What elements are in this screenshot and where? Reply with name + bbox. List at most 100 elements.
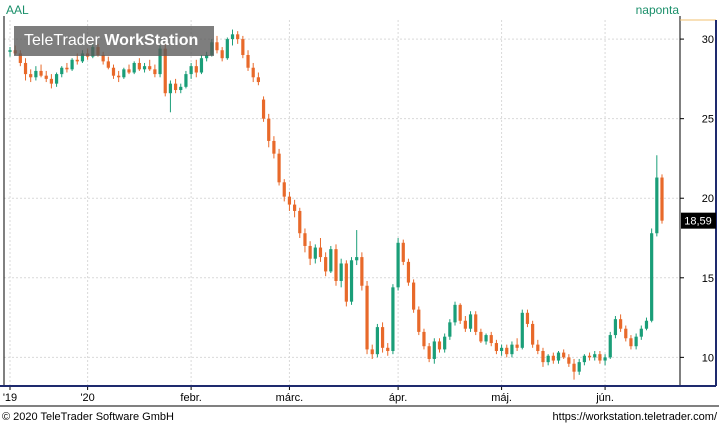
candle-body — [531, 323, 535, 345]
candle-body — [318, 247, 323, 258]
candle-body — [660, 177, 664, 221]
y-tick-label: 30 — [702, 34, 714, 46]
x-tick-label: ápr. — [389, 392, 407, 404]
candle-body — [179, 86, 183, 91]
candle-body — [551, 355, 555, 361]
candle-body — [220, 50, 224, 59]
candle-body — [194, 66, 198, 73]
candle-body — [593, 354, 597, 358]
candle-body — [236, 34, 240, 40]
last-price-label: 18,59 — [684, 216, 712, 228]
candle-body — [375, 327, 380, 355]
candle-body — [360, 257, 364, 286]
candle-body — [417, 309, 421, 332]
axes — [0, 16, 719, 407]
candle-body — [650, 233, 654, 321]
candle-body — [629, 338, 633, 347]
candle-body — [525, 312, 530, 324]
candle-body — [246, 55, 250, 68]
candle-body — [241, 39, 245, 56]
candle-body — [401, 242, 405, 262]
candle-body — [49, 78, 54, 84]
candle-body — [505, 347, 509, 355]
candle-body — [365, 285, 369, 350]
candle-body — [655, 177, 659, 234]
candle-body — [639, 328, 643, 337]
candles — [8, 29, 664, 380]
candle-body — [437, 341, 442, 350]
axis-labels: 10 15 20 25 30 '19 '20 febr. márc. ápr. máj. jún. 18… — [3, 34, 716, 404]
candle-body — [308, 245, 312, 259]
candle-body — [132, 62, 136, 73]
candle-body — [396, 242, 400, 288]
symbol-label[interactable]: AAL — [6, 3, 29, 17]
candle-body — [582, 355, 586, 363]
candle-body — [267, 118, 271, 141]
candle-body — [137, 62, 141, 70]
candle-body — [148, 66, 152, 70]
candle-body — [603, 357, 607, 361]
candle-body — [541, 350, 545, 363]
candle-body — [261, 99, 266, 119]
watermark-logo: TeleTrader WorkStation — [14, 26, 214, 56]
candle-body — [80, 53, 85, 62]
y-tick-label: 20 — [702, 193, 714, 205]
candle-body — [422, 331, 426, 347]
interval-label[interactable]: naponta — [635, 3, 679, 17]
candle-body — [562, 352, 566, 358]
candle-body — [572, 363, 576, 372]
candle-body — [458, 304, 462, 321]
x-tick-label: '19 — [3, 392, 17, 404]
candle-body — [624, 328, 628, 339]
candle-body — [349, 260, 354, 302]
candle-body — [168, 83, 173, 94]
candle-body — [344, 263, 348, 302]
x-tick-label: febr. — [180, 392, 201, 404]
candle-body — [598, 354, 602, 361]
y-tick-label: 25 — [702, 114, 714, 126]
candle-body — [70, 59, 74, 70]
x-tick-label: márc. — [276, 392, 304, 404]
candle-body — [65, 67, 69, 70]
candle-body — [277, 153, 281, 183]
candle-body — [287, 196, 292, 205]
candle-body — [153, 69, 157, 75]
candle-body — [494, 343, 499, 351]
candle-body — [298, 210, 302, 234]
candle-body — [644, 320, 649, 329]
candle-body — [303, 233, 307, 246]
candle-body — [380, 327, 385, 348]
candle-body — [634, 336, 638, 347]
x-tick-label: '20 — [80, 392, 94, 404]
candle-body — [334, 249, 338, 281]
candle-body — [158, 48, 162, 75]
candle-body — [510, 344, 514, 355]
candle-body — [122, 69, 126, 78]
candle-body — [29, 74, 33, 78]
candle-body — [251, 67, 255, 78]
candle-body — [117, 75, 121, 78]
candle-body — [60, 67, 64, 75]
candle-body — [370, 349, 374, 355]
candle-body — [142, 66, 147, 70]
y-tick-label: 10 — [702, 352, 714, 364]
candle-body — [111, 67, 116, 76]
candle-body — [189, 66, 193, 75]
candle-body — [184, 74, 188, 87]
y-tick-label: 15 — [702, 273, 714, 285]
last-price-tag — [681, 212, 716, 229]
candle-body — [608, 335, 612, 358]
candle-body — [484, 335, 488, 342]
candle-body — [230, 34, 235, 40]
candle-body — [272, 140, 276, 154]
source-url-link[interactable]: https://workstation.teletrader.com/ — [552, 411, 717, 423]
candle-body — [412, 282, 416, 310]
x-tick-label: jún. — [595, 392, 614, 404]
candle-body — [163, 48, 167, 94]
candle-body — [556, 352, 561, 361]
candle-body — [75, 59, 79, 62]
candle-body — [173, 83, 178, 91]
candle-body — [355, 257, 359, 261]
